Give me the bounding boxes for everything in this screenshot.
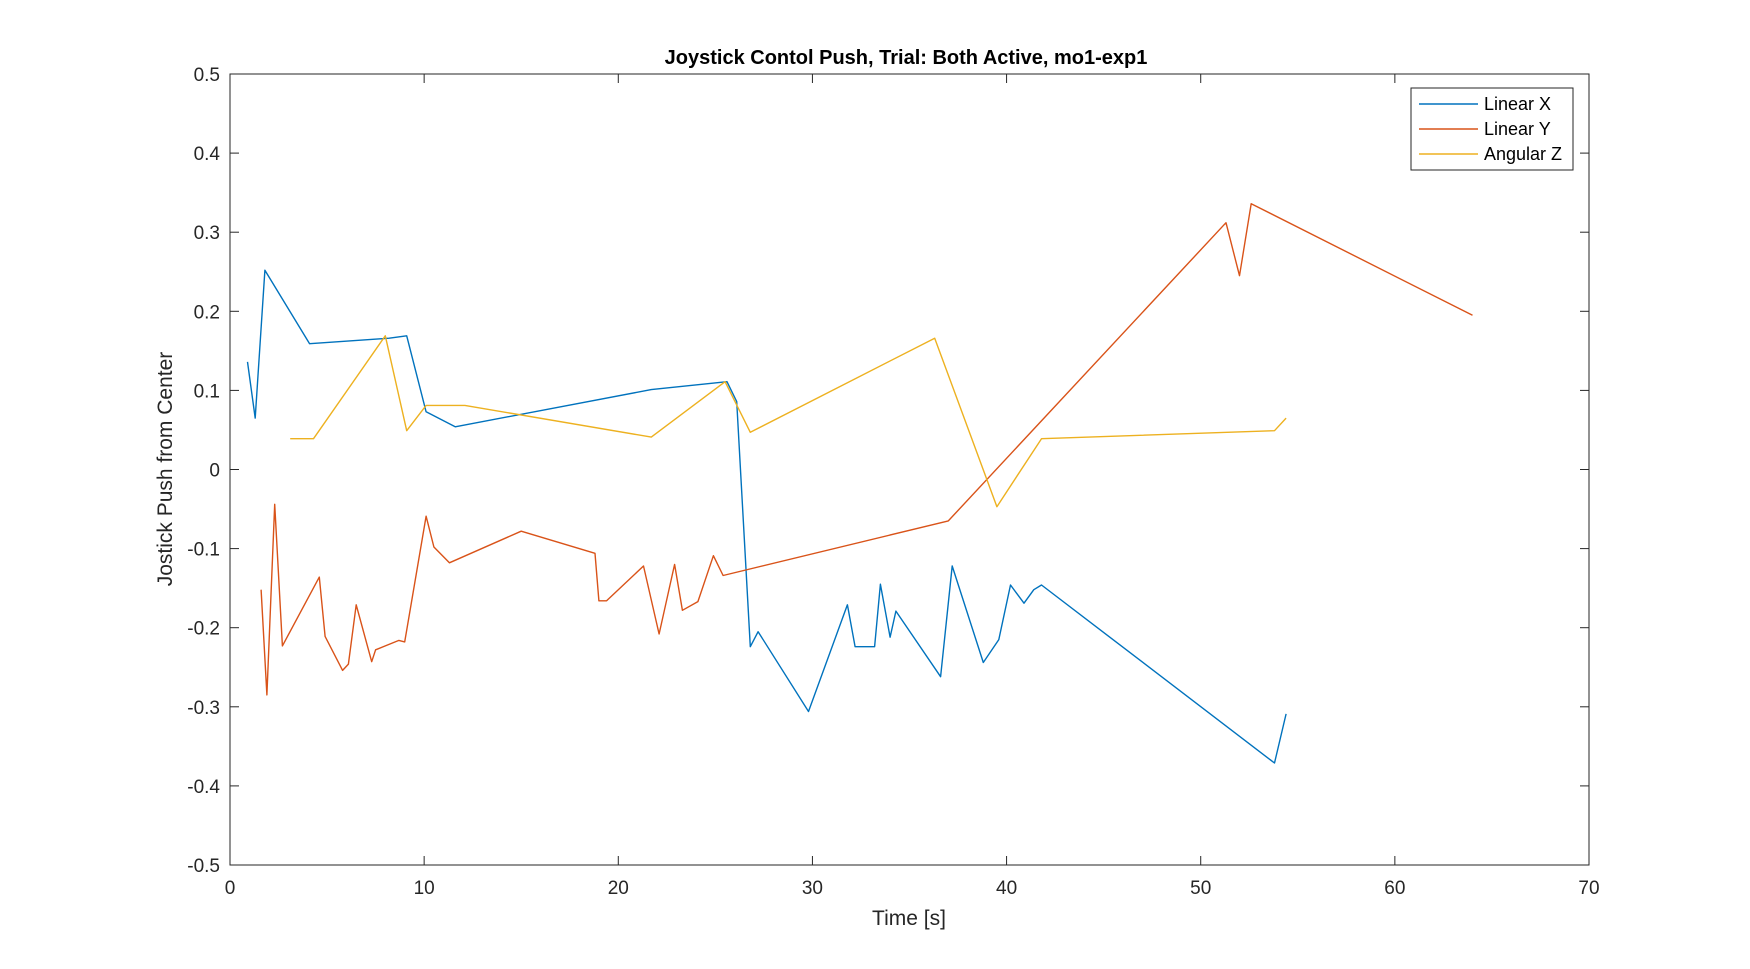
- x-axis-label: Time [s]: [872, 907, 946, 930]
- x-tick-label: 30: [802, 878, 823, 899]
- x-tick-label: 60: [1384, 878, 1405, 899]
- x-tick-label: 50: [1190, 878, 1211, 899]
- y-tick-label: -0.2: [187, 619, 220, 640]
- x-tick-label: 20: [608, 878, 629, 899]
- y-tick-label: -0.3: [187, 698, 220, 719]
- series-line-linear-x: [246, 269, 1287, 764]
- plot-frame: [229, 73, 1590, 866]
- y-tick-label: -0.1: [187, 540, 220, 561]
- series-line-linear-y: [260, 202, 1473, 696]
- chart-title: Joystick Contol Push, Trial: Both Active…: [665, 47, 1148, 69]
- y-tick-label: -0.4: [187, 777, 220, 798]
- y-tick-label: 0.2: [194, 302, 220, 323]
- y-axis-label: Jostick Push from Center: [154, 352, 177, 587]
- x-tick-label: 40: [996, 878, 1017, 899]
- legend: Linear X Linear Y Angular Z: [1410, 87, 1574, 171]
- y-tick-label: 0.4: [194, 144, 221, 165]
- legend-label-linear-x: Linear X: [1484, 94, 1551, 114]
- y-tick-label: -0.5: [187, 856, 220, 877]
- x-tick-label: 70: [1578, 878, 1599, 899]
- series-line-angular-z: [290, 335, 1287, 508]
- y-tick-label: 0.1: [194, 381, 220, 402]
- series-lines: [246, 202, 1473, 764]
- plot-area: [230, 74, 1589, 865]
- x-axis-ticks: 0 10 20 30 40 50 60 70: [225, 74, 1600, 899]
- legend-label-linear-y: Linear Y: [1484, 119, 1551, 139]
- y-tick-label: 0.3: [194, 223, 220, 244]
- x-tick-label: 0: [225, 878, 236, 899]
- y-tick-label: 0: [209, 461, 220, 482]
- legend-label-angular-z: Angular Z: [1484, 144, 1562, 164]
- y-axis-ticks: -0.5 -0.4 -0.3 -0.2 -0.1 0 0.1 0.2 0.3 0.4 0.5: [187, 65, 1589, 877]
- y-tick-label: 0.5: [194, 65, 220, 86]
- legend-items: Linear X Linear Y Angular Z: [1419, 94, 1562, 164]
- x-tick-label: 10: [414, 878, 435, 899]
